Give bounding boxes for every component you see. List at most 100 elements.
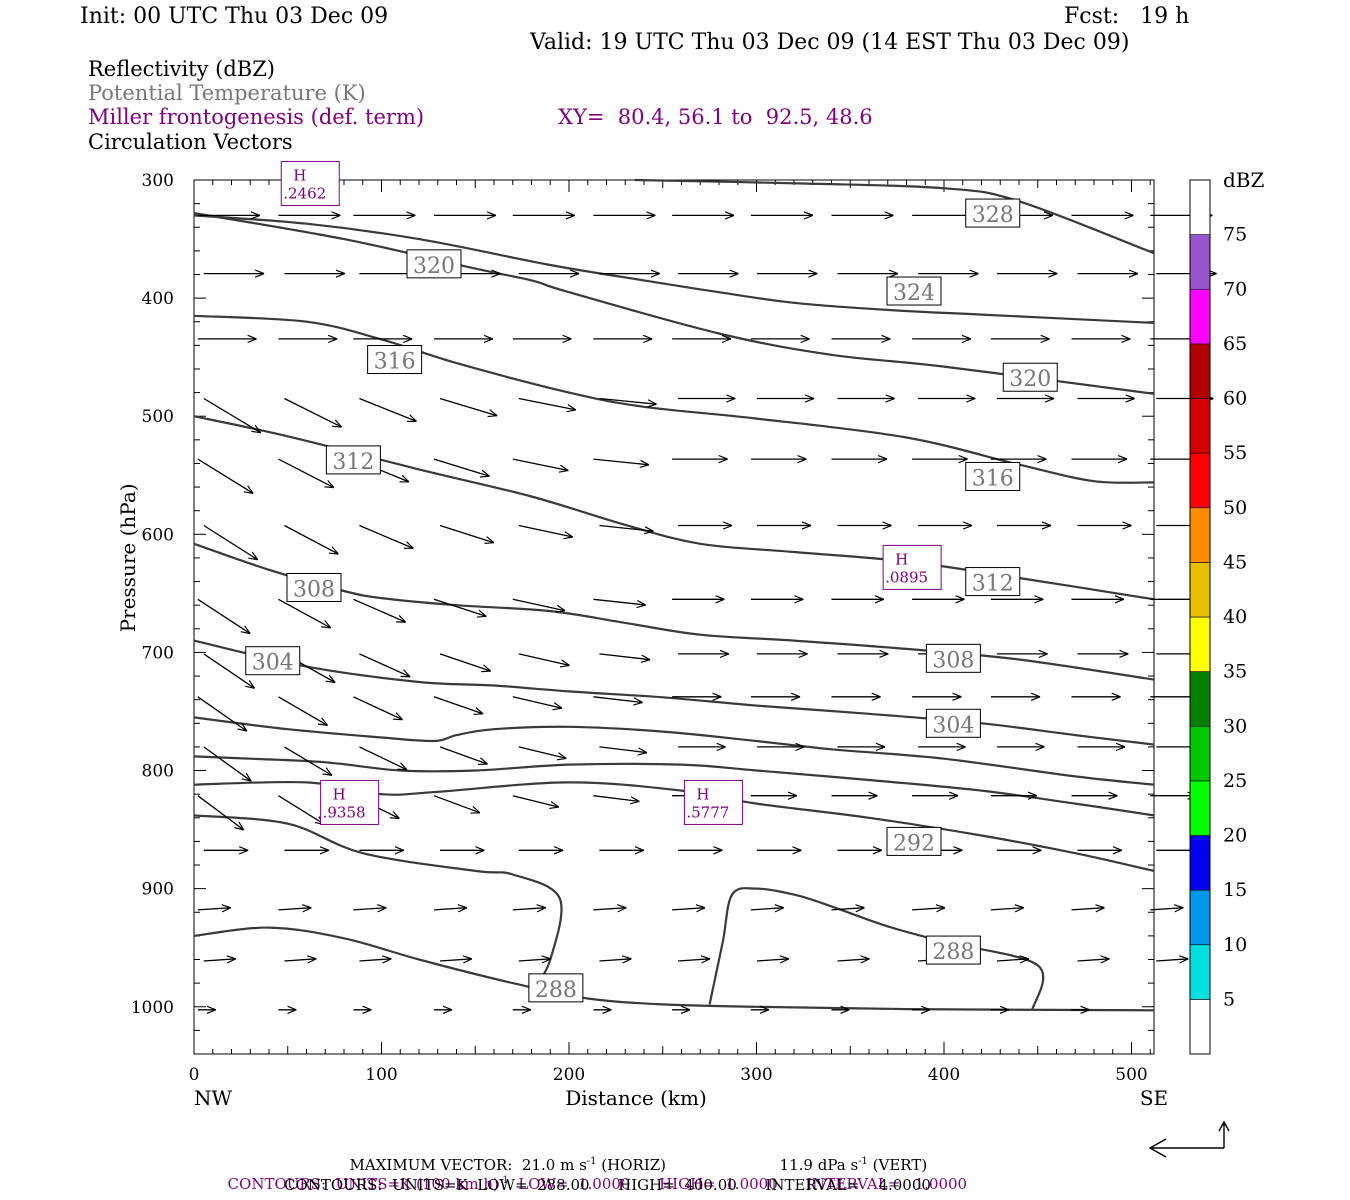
circulation-vector — [439, 653, 491, 671]
max-vector-horiz: MAXIMUM VECTOR: 21.0 m s — [349, 1156, 587, 1174]
x-end-label-right: SE — [1140, 1086, 1168, 1110]
frontogenesis-max-value: .2462 — [283, 185, 326, 203]
frontogenesis-max-value: .9358 — [323, 803, 366, 821]
colorbar-level-label: 40 — [1223, 606, 1247, 628]
circulation-vector — [672, 908, 705, 910]
circulation-vector — [278, 795, 324, 825]
colorbar-swatch — [1189, 725, 1211, 782]
circulation-vector — [359, 959, 391, 961]
forecast-hour: Fcst: 19 h — [1064, 4, 1190, 29]
circulation-vector — [433, 458, 490, 476]
circulation-vector — [593, 908, 626, 910]
max-vector-horiz-unit: (HORIZ) — [596, 1156, 667, 1174]
circulation-vector — [284, 397, 341, 428]
circulation-vector — [359, 524, 413, 549]
circulation-vectors — [197, 215, 1217, 1009]
circulation-vector — [278, 598, 330, 628]
frontogenesis-max-letter: H — [895, 550, 908, 568]
circulation-vector — [359, 653, 410, 677]
colorbar-swatch — [1189, 179, 1211, 235]
colorbar-swatch — [1189, 562, 1211, 618]
footer-contours-theta: CONTOURS: UNITS=K LOW= 288.00 HIGH= 400.… — [284, 1176, 931, 1194]
footer-contours-frontogenesis: CONTOURS: UNITS=K (100 km h)-1 LOW= 1.00… — [218, 1157, 968, 1193]
colorbar-level-label: 35 — [1223, 661, 1247, 683]
circulation-vector — [284, 746, 332, 776]
theta-contour-304 — [193, 639, 1155, 746]
circulation-vector — [197, 795, 244, 830]
colorbar-swatch — [1189, 616, 1211, 672]
circulation-vector — [599, 397, 656, 405]
circulation-vector — [278, 908, 311, 910]
x-end-label-left: NW — [194, 1086, 233, 1110]
init-time: Init: 00 UTC Thu 03 Dec 09 — [80, 4, 389, 29]
colorbar-level-label: 30 — [1223, 715, 1247, 737]
circulation-vector — [593, 458, 649, 465]
x-tick-label: 0 — [189, 1065, 200, 1085]
circulation-vector — [197, 458, 254, 493]
x-tick-label: 100 — [365, 1065, 397, 1085]
colorbar-level-label: 20 — [1223, 825, 1247, 847]
theta-label-text: 316 — [374, 350, 416, 375]
y-tick-label: 800 — [142, 762, 174, 782]
theta-label-text: 304 — [252, 651, 294, 676]
circulation-vector — [1156, 959, 1188, 961]
circulation-vector — [433, 696, 483, 714]
y-tick-label: 400 — [142, 289, 174, 309]
theta-label-text: 308 — [293, 577, 335, 602]
colorbar-swatch — [1189, 889, 1211, 946]
theta-label-box — [925, 708, 981, 738]
theta-label-box — [925, 643, 981, 673]
field-vectors: Circulation Vectors — [88, 130, 293, 154]
circulation-vector — [359, 746, 407, 770]
theta-label-text: 320 — [1009, 367, 1051, 392]
y-tick-label: 500 — [142, 407, 174, 427]
theta-label-text: 316 — [972, 466, 1014, 491]
frontogenesis-max-letter: H — [696, 785, 709, 803]
circulation-vector — [284, 959, 316, 961]
circulation-vector — [278, 458, 334, 488]
circulation-vector — [353, 598, 405, 622]
theta-contour-308 — [193, 542, 1155, 681]
colorbar-swatch — [1189, 999, 1211, 1055]
contours1-units: CONTOURS: UNITS=K (100 km h) — [227, 1175, 499, 1193]
valid-time: Valid: 19 UTC Thu 03 Dec 09 (14 EST Thu … — [530, 30, 1130, 55]
colorbar-level-label: 75 — [1223, 224, 1247, 246]
max-vector-vert-unit: (VERT) — [867, 1156, 928, 1174]
theta-label-box — [886, 276, 942, 306]
circulation-vector — [353, 696, 402, 720]
reference-horizontal-arrowhead — [1148, 1138, 1167, 1158]
field-frontogenesis: Miller frontogenesis (def. term) — [88, 105, 425, 129]
theta-contour-288 — [193, 926, 1155, 1012]
theta-label-box — [965, 461, 1021, 491]
frontogenesis-max-box — [882, 544, 942, 590]
circulation-vector — [593, 598, 645, 605]
circulation-vector — [439, 959, 472, 961]
theta-label-text: 324 — [893, 281, 935, 306]
y-axis-title: Pressure (hPa) — [116, 483, 140, 632]
colorbar-swatch — [1189, 671, 1211, 727]
circulation-vector — [512, 696, 562, 708]
theta-label-box — [965, 198, 1021, 228]
colorbar-frame — [1189, 179, 1211, 1055]
theta-label-box — [886, 826, 942, 856]
theta-contour-328 — [634, 178, 1155, 255]
frontogenesis-max-box — [683, 779, 743, 825]
theta-label-text: 312 — [972, 572, 1014, 597]
circulation-vector — [912, 908, 945, 910]
circulation-vector — [197, 696, 247, 731]
theta-label-box — [406, 249, 462, 279]
circulation-vector — [439, 524, 494, 543]
theta-contour-288 — [708, 887, 1045, 1011]
theta-contour-296 — [193, 755, 1155, 817]
colorbar-level-label: 25 — [1223, 770, 1247, 792]
circulation-vector — [990, 908, 1024, 910]
circulation-vector — [1071, 908, 1105, 910]
y-tick-label: 600 — [142, 525, 174, 545]
colorbar-swatch — [1189, 234, 1211, 290]
theta-contours — [193, 178, 1155, 1012]
theta-label-text: 288 — [535, 978, 577, 1003]
circulation-vector — [353, 908, 386, 910]
circulation-vector — [197, 598, 250, 633]
